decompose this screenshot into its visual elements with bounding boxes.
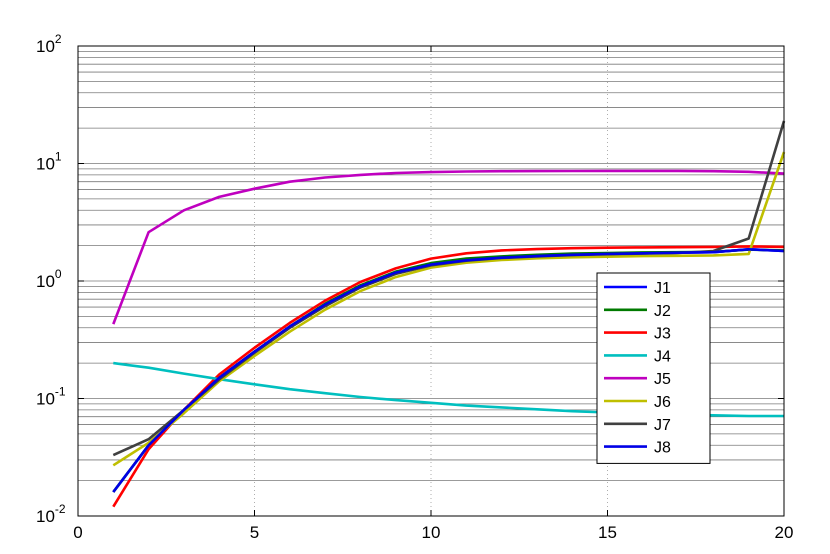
series-line-j6 xyxy=(112,151,786,467)
legend-label-j7: J7 xyxy=(654,417,671,434)
series-line-j3 xyxy=(112,245,785,508)
y-tick-label-2: 100 xyxy=(36,267,62,291)
series-layer xyxy=(112,120,786,508)
x-tick-label-3: 15 xyxy=(598,523,617,542)
y-tick-label-0: 10-2 xyxy=(36,502,66,526)
legend-label-j2: J2 xyxy=(654,303,671,320)
series-line-j5 xyxy=(112,169,785,325)
legend-label-j1: J1 xyxy=(654,280,671,297)
legend-box xyxy=(596,272,711,464)
x-tick-label-0: 0 xyxy=(73,523,82,542)
legend: J1 J2 J3 J4 J5 J6 J7 J8 xyxy=(596,272,711,464)
x-tick-label-1: 5 xyxy=(250,523,259,542)
x-tick-label-2: 10 xyxy=(422,523,441,542)
axis-ticks: 0 5 10 15 20 10-2 10-1 100 101 102 xyxy=(36,32,793,542)
series-line-j8 xyxy=(112,248,785,493)
legend-label-j5: J5 xyxy=(654,371,671,388)
y-tick-label-3: 101 xyxy=(36,150,62,174)
y-tick-label-4: 102 xyxy=(36,32,62,56)
legend-label-j8: J8 xyxy=(654,440,671,457)
y-tick-label-1: 10-1 xyxy=(36,385,66,409)
legend-label-j6: J6 xyxy=(654,394,671,411)
legend-label-j3: J3 xyxy=(654,326,671,343)
legend-label-j4: J4 xyxy=(654,348,671,365)
x-tick-label-4: 20 xyxy=(775,523,794,542)
